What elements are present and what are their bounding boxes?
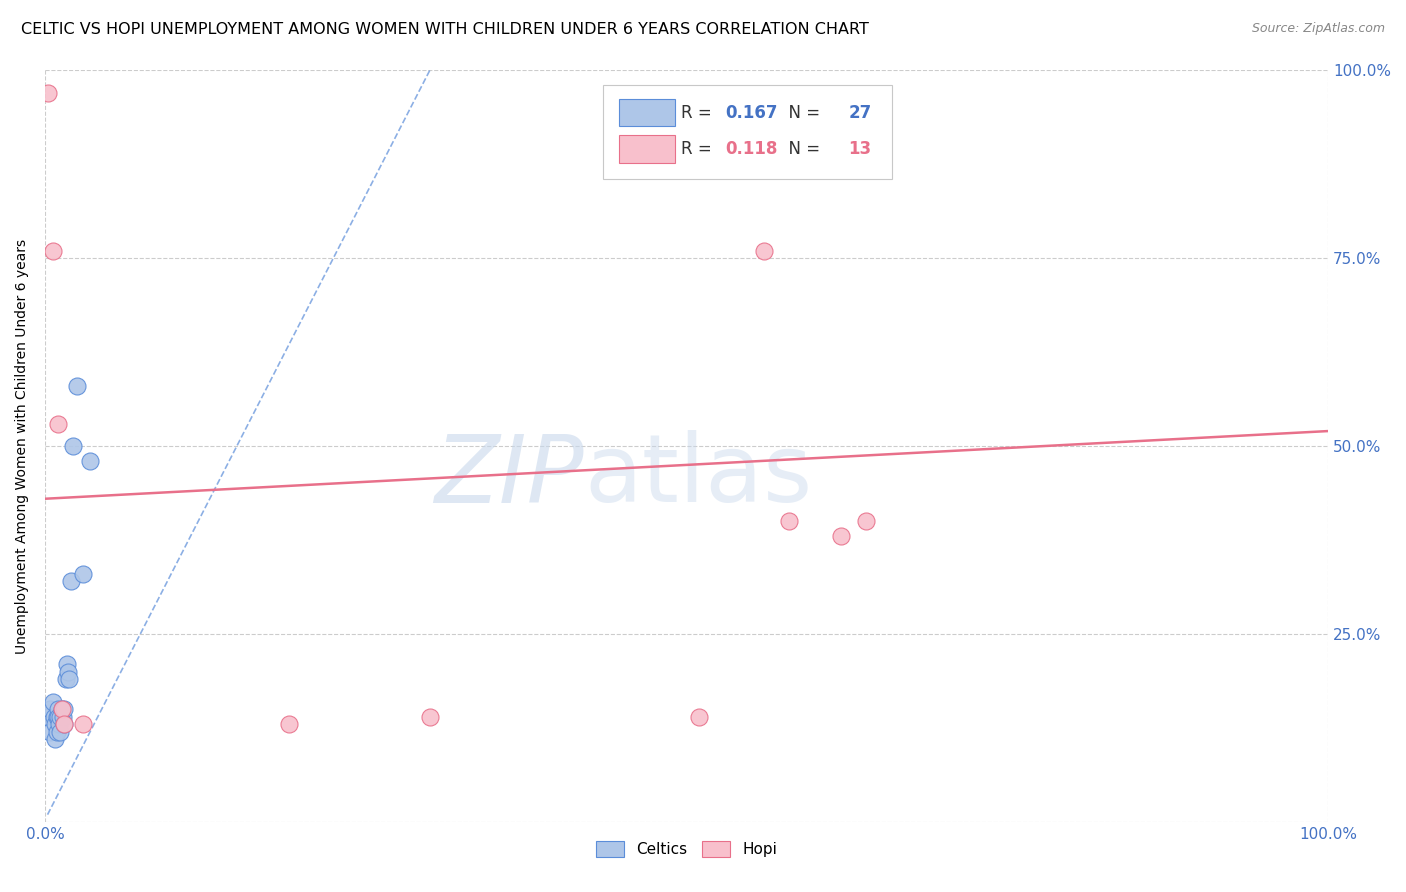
Point (51, 702, 73, 716)
Text: 0.118: 0.118 (725, 140, 778, 158)
Point (49, 725, 72, 739)
Point (66, 379, 89, 393)
Point (778, 514, 800, 528)
Text: R =: R = (682, 104, 717, 122)
Point (48, 717, 70, 731)
Point (53, 702, 76, 716)
Point (72, 566, 94, 581)
Point (44, 732, 66, 747)
Point (39, 725, 62, 739)
Point (79, 454, 101, 468)
Point (46, 710, 69, 724)
Text: ZIP: ZIP (434, 431, 583, 522)
Point (855, 514, 877, 528)
Point (59, 574, 82, 589)
Point (55, 672, 77, 686)
Point (41, 244, 63, 258)
Point (49, 710, 72, 724)
Point (42, 710, 65, 724)
Point (41, 695, 63, 709)
Legend: Celtics, Hopi: Celtics, Hopi (591, 835, 783, 863)
Point (53, 717, 76, 731)
Point (45, 725, 67, 739)
Point (39, 702, 62, 716)
Text: N =: N = (778, 140, 825, 158)
Text: N =: N = (778, 104, 825, 122)
Point (830, 529, 852, 543)
FancyBboxPatch shape (619, 136, 675, 162)
Point (46, 417, 69, 431)
Text: Source: ZipAtlas.com: Source: ZipAtlas.com (1251, 22, 1385, 36)
FancyBboxPatch shape (619, 99, 675, 127)
Point (51, 702, 73, 716)
Point (37, 86, 59, 100)
Y-axis label: Unemployment Among Women with Children Under 6 years: Unemployment Among Women with Children U… (15, 238, 30, 654)
Point (72, 717, 94, 731)
Point (688, 710, 710, 724)
Point (56, 665, 79, 679)
Text: CELTIC VS HOPI UNEMPLOYMENT AMONG WOMEN WITH CHILDREN UNDER 6 YEARS CORRELATION : CELTIC VS HOPI UNEMPLOYMENT AMONG WOMEN … (21, 22, 869, 37)
Text: 13: 13 (848, 140, 872, 158)
Point (752, 244, 775, 258)
Point (419, 710, 441, 724)
Point (58, 672, 80, 686)
Point (52, 710, 75, 724)
Point (44, 717, 66, 731)
Text: 0.167: 0.167 (725, 104, 778, 122)
Text: R =: R = (682, 140, 717, 158)
Text: atlas: atlas (583, 430, 813, 522)
FancyBboxPatch shape (603, 85, 891, 179)
Point (62, 439, 84, 453)
Point (45, 710, 67, 724)
Point (56, 657, 79, 672)
Point (53, 717, 76, 731)
Point (46, 702, 69, 716)
Point (277, 717, 299, 731)
Text: 27: 27 (848, 104, 872, 122)
Point (37, 710, 59, 724)
